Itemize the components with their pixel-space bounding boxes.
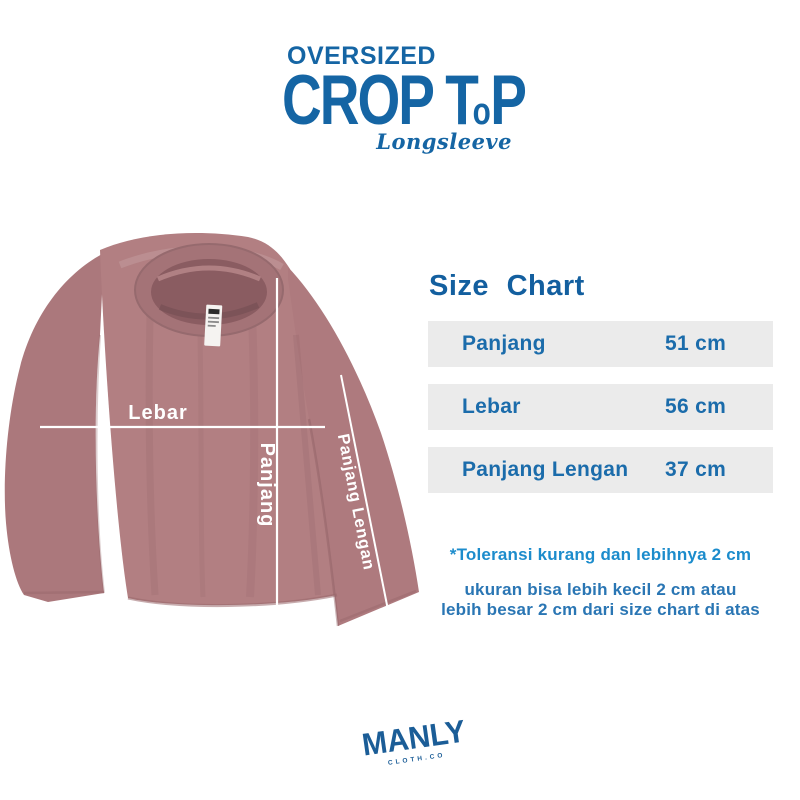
right-cuff-hem [339, 589, 417, 623]
tolerance-note: *Toleransi kurang dan lebihnya 2 cm [449, 545, 752, 564]
fold-shadow [293, 334, 321, 596]
product-title-lead: CROP T [282, 60, 479, 140]
fold-shadow [246, 314, 259, 598]
tolerance-detail-line2: lebih besar 2 cm dari size chart di atas [441, 600, 760, 619]
product-photo: Lebar Panjang Panjang Lengan [4, 233, 419, 627]
row-value: 37 cm [665, 458, 727, 481]
row-label: Lebar [462, 395, 521, 418]
fold-shadow [145, 314, 159, 596]
product-title: CROP ToP [282, 60, 527, 141]
row-label: Panjang [462, 332, 546, 355]
size-chart-row-panjang-lengan: Panjang Lengan 37 cm [428, 447, 773, 493]
sleeve-measure-line [340, 374, 390, 616]
row-label: Panjang Lengan [462, 458, 629, 481]
collar-opening [151, 259, 267, 325]
fold-shadow [197, 334, 206, 598]
product-title-tail: P [490, 60, 527, 140]
length-measure-label: Panjang [256, 443, 278, 528]
width-measure-label: Lebar [128, 402, 187, 424]
row-value: 51 cm [665, 332, 727, 355]
tolerance-detail-line1: ukuran bisa lebih kecil 2 cm atau [464, 580, 737, 599]
collar-rib-highlight [157, 265, 261, 282]
shirt-right-sleeve [288, 267, 419, 626]
size-chart-heading: Size Chart [429, 270, 585, 302]
sleeve-seam [307, 418, 340, 627]
size-chart-row-panjang: Panjang 51 cm [428, 321, 773, 367]
size-chart-row-lebar: Lebar 56 cm [428, 384, 773, 430]
size-chart: Panjang 51 cm Lebar 56 cm Panjang Lengan… [428, 321, 773, 510]
bottom-hem [127, 593, 338, 608]
row-value: 56 cm [665, 395, 727, 418]
left-cuff-hem [23, 590, 105, 595]
header-kicker: OVERSIZED [287, 42, 436, 70]
product-subtitle: Longsleeve [376, 129, 512, 154]
sleeve-seam [95, 334, 105, 594]
neck-tag [204, 304, 223, 347]
tolerance-detail: ukuran bisa lebih kecil 2 cm atau lebih … [418, 580, 783, 620]
brand-logo: MANLY CLOTH.CO [350, 714, 479, 771]
product-title-small-o: o [472, 90, 491, 133]
